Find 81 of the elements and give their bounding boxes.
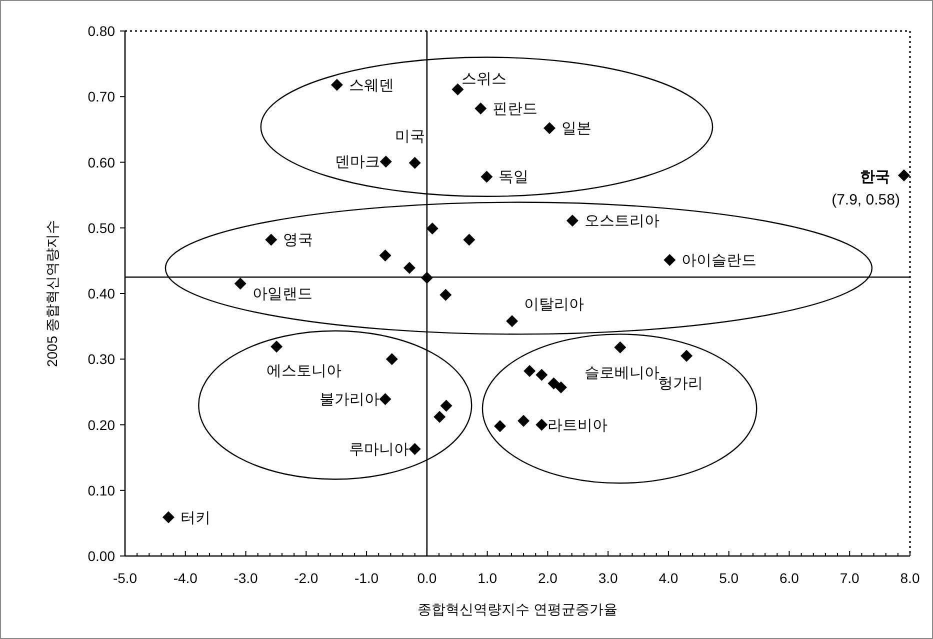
- annotation: 아일랜드: [252, 286, 312, 303]
- point: [440, 400, 452, 412]
- point: [265, 234, 278, 246]
- point: [506, 315, 518, 328]
- x-tick-label: 6.0: [779, 570, 800, 586]
- point: [544, 122, 556, 134]
- point: [680, 350, 693, 362]
- x-tick-label: -5.0: [112, 570, 138, 586]
- point: [162, 511, 174, 524]
- y-axis-title: 2005 종합혁신역량지수: [44, 220, 60, 368]
- annotation: (7.9, 0.58): [832, 191, 900, 208]
- point: [408, 156, 421, 169]
- point: [518, 414, 530, 427]
- annotation: 미국: [394, 128, 425, 145]
- annotation: 영국: [283, 232, 314, 249]
- x-tick-label: 3.0: [598, 570, 618, 586]
- point: [379, 249, 392, 262]
- x-tick-label: 0.0: [417, 570, 437, 586]
- x-tick-label: 5.0: [719, 570, 739, 586]
- y-tick-label: 0.60: [88, 154, 116, 170]
- y-tick-label: 0.70: [88, 88, 116, 105]
- y-tick-label: 0.20: [88, 416, 116, 433]
- annotation: 스웨덴: [348, 76, 394, 94]
- annotation: 에스토니아: [266, 362, 342, 380]
- annotation: 한국: [860, 168, 890, 186]
- y-tick-label: 0.80: [88, 23, 116, 39]
- point: [536, 418, 548, 431]
- y-tick-label: 0.40: [88, 286, 116, 302]
- annotation: 라트비아: [548, 416, 608, 434]
- x-tick-label: 8.0: [900, 570, 920, 586]
- annotation: 헝가리: [658, 374, 704, 392]
- x-tick-label: -1.0: [354, 570, 379, 586]
- annotation: 일본: [562, 120, 592, 138]
- point: [420, 272, 433, 284]
- point: [536, 368, 548, 381]
- point: [408, 443, 421, 456]
- annotation: 스위스: [462, 70, 507, 88]
- point: [386, 353, 398, 366]
- annotation: 핀란드: [492, 100, 538, 118]
- y-tick-label: 0.50: [88, 220, 116, 236]
- point: [270, 340, 283, 353]
- point: [403, 262, 416, 274]
- point: [452, 83, 464, 96]
- point: [548, 377, 560, 390]
- point: [380, 156, 392, 168]
- x-tick-label: -2.0: [294, 570, 318, 586]
- y-tick-label: 0.00: [88, 548, 116, 564]
- y-tick-label: 0.10: [88, 482, 116, 498]
- annotation: 터키: [180, 509, 210, 526]
- point: [524, 364, 536, 377]
- point: [440, 288, 452, 301]
- x-tick-label: -3.0: [234, 570, 258, 586]
- x-tick-label: -4.0: [173, 570, 198, 586]
- x-tick-label: 4.0: [658, 570, 678, 586]
- point: [426, 222, 438, 235]
- point: [554, 381, 567, 394]
- annotation: 독일: [498, 168, 529, 186]
- point: [379, 393, 392, 406]
- point: [474, 102, 487, 114]
- point: [480, 170, 493, 183]
- x-axis-title: 종합혁신역량지수 연평균증가율: [418, 601, 618, 617]
- x-tick-label: 1.0: [478, 570, 498, 586]
- point: [234, 278, 246, 290]
- point: [614, 341, 626, 354]
- point: [463, 234, 476, 246]
- annotation: 오스트리아: [584, 212, 660, 230]
- x-tick-label: 7.0: [840, 570, 860, 586]
- y-tick-label: 0.30: [88, 351, 116, 368]
- point: [434, 410, 446, 423]
- annotation: 이탈리아: [524, 296, 584, 314]
- point: [566, 214, 578, 227]
- annotation: 불가리아: [319, 391, 380, 408]
- annotation: 루마니아: [348, 441, 409, 458]
- point: [898, 169, 910, 182]
- x-tick-label: 2.0: [538, 570, 558, 586]
- point: [494, 420, 506, 432]
- annotation: 슬로베니아: [584, 364, 660, 382]
- point: [664, 254, 676, 266]
- annotation: 덴마크: [334, 154, 380, 171]
- point: [330, 78, 343, 91]
- annotation: 아이슬란드: [682, 252, 757, 270]
